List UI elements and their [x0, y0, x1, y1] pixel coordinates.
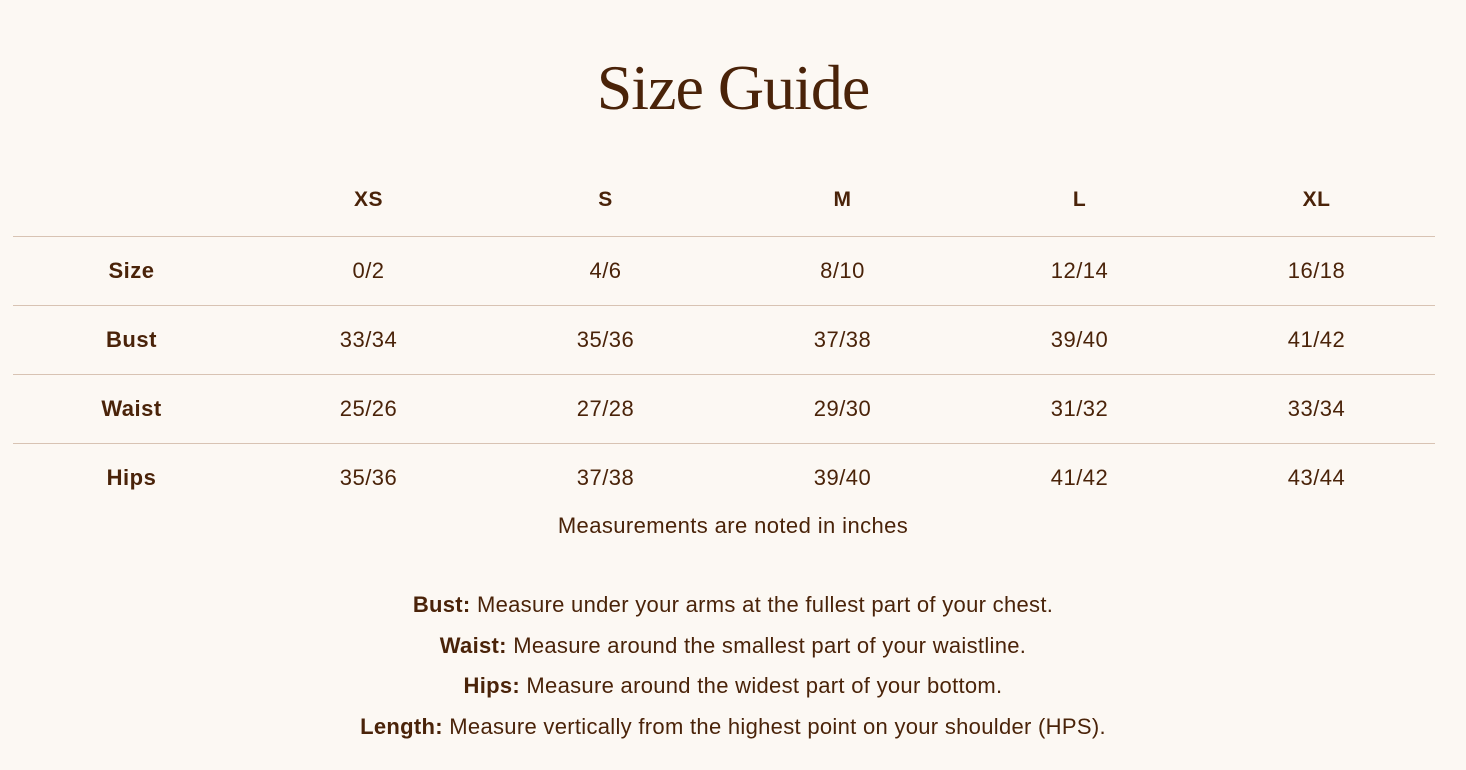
table-cell: 43/44: [1198, 443, 1435, 512]
definition-text: Measure around the smallest part of your…: [506, 632, 1027, 658]
row-label: Waist: [13, 374, 250, 444]
page-title: Size Guide: [596, 52, 871, 123]
table-row: Bust 33/34 35/36 37/38 39/40 41/42: [13, 305, 1435, 375]
table-cell: 39/40: [724, 443, 961, 512]
table-cell: 41/42: [961, 443, 1198, 512]
table-cell: 8/10: [724, 236, 961, 306]
table-cell: 41/42: [1198, 305, 1435, 375]
column-header-l: L: [1072, 188, 1087, 211]
column-header: [13, 164, 250, 237]
table-cell: 35/36: [487, 305, 724, 375]
column-header-xl: XL: [1302, 188, 1331, 211]
definition-text: Measure under your arms at the fullest p…: [470, 592, 1054, 617]
table-cell: 35/36: [250, 443, 487, 512]
table-row: Hips 35/36 37/38 39/40 41/42 43/44: [13, 443, 1435, 512]
table-header-row: XS S M L XL: [13, 164, 1435, 237]
table-row: Size 0/2 4/6 8/10 12/14 16/18: [13, 236, 1435, 306]
column-header-s: S: [598, 188, 613, 211]
size-table: XS S M L XL Size 0/2 4/6 8/10 12/14 16/18 Bust…: [13, 164, 1435, 512]
measurement-note: Measurements are noted in inches: [557, 513, 909, 538]
table-cell: 33/34: [250, 305, 487, 375]
table-row: Waist 25/26 27/28 29/30 31/32 33/34: [13, 374, 1435, 444]
table-cell: 29/30: [724, 374, 961, 444]
table-cell: 33/34: [1198, 374, 1435, 444]
definition-term: Bust:: [412, 592, 471, 617]
table-cell: 31/32: [961, 374, 1198, 444]
definition-term: Waist:: [439, 632, 507, 658]
definition-text: Measure around the widest part of your b…: [520, 673, 1003, 698]
definition-term: Hips:: [463, 673, 521, 698]
measurement-definitions: Bust: Measure under your arms at the ful…: [0, 590, 1466, 752]
definition-term: Length:: [360, 713, 443, 739]
table-cell: 27/28: [487, 374, 724, 444]
table-cell: 25/26: [250, 374, 487, 444]
row-label: Bust: [13, 305, 250, 375]
table-cell: 39/40: [961, 305, 1198, 375]
table-cell: 37/38: [724, 305, 961, 375]
table-cell: 37/38: [487, 443, 724, 512]
definition-hips: Hips: Measure around the widest part of …: [0, 671, 1466, 712]
row-label: Hips: [13, 443, 250, 512]
definition-text: Measure vertically from the highest poin…: [442, 713, 1106, 739]
column-header-xs: XS: [353, 188, 383, 211]
table-cell: 12/14: [961, 236, 1198, 306]
table-cell: 0/2: [250, 236, 487, 306]
table-cell: 4/6: [487, 236, 724, 306]
column-header-m: M: [833, 188, 852, 211]
row-label: Size: [13, 236, 250, 306]
definition-waist: Waist: Measure around the smallest part …: [0, 631, 1466, 672]
definition-length: Length: Measure vertically from the high…: [0, 712, 1466, 753]
table-cell: 16/18: [1198, 236, 1435, 306]
definition-bust: Bust: Measure under your arms at the ful…: [0, 590, 1466, 631]
